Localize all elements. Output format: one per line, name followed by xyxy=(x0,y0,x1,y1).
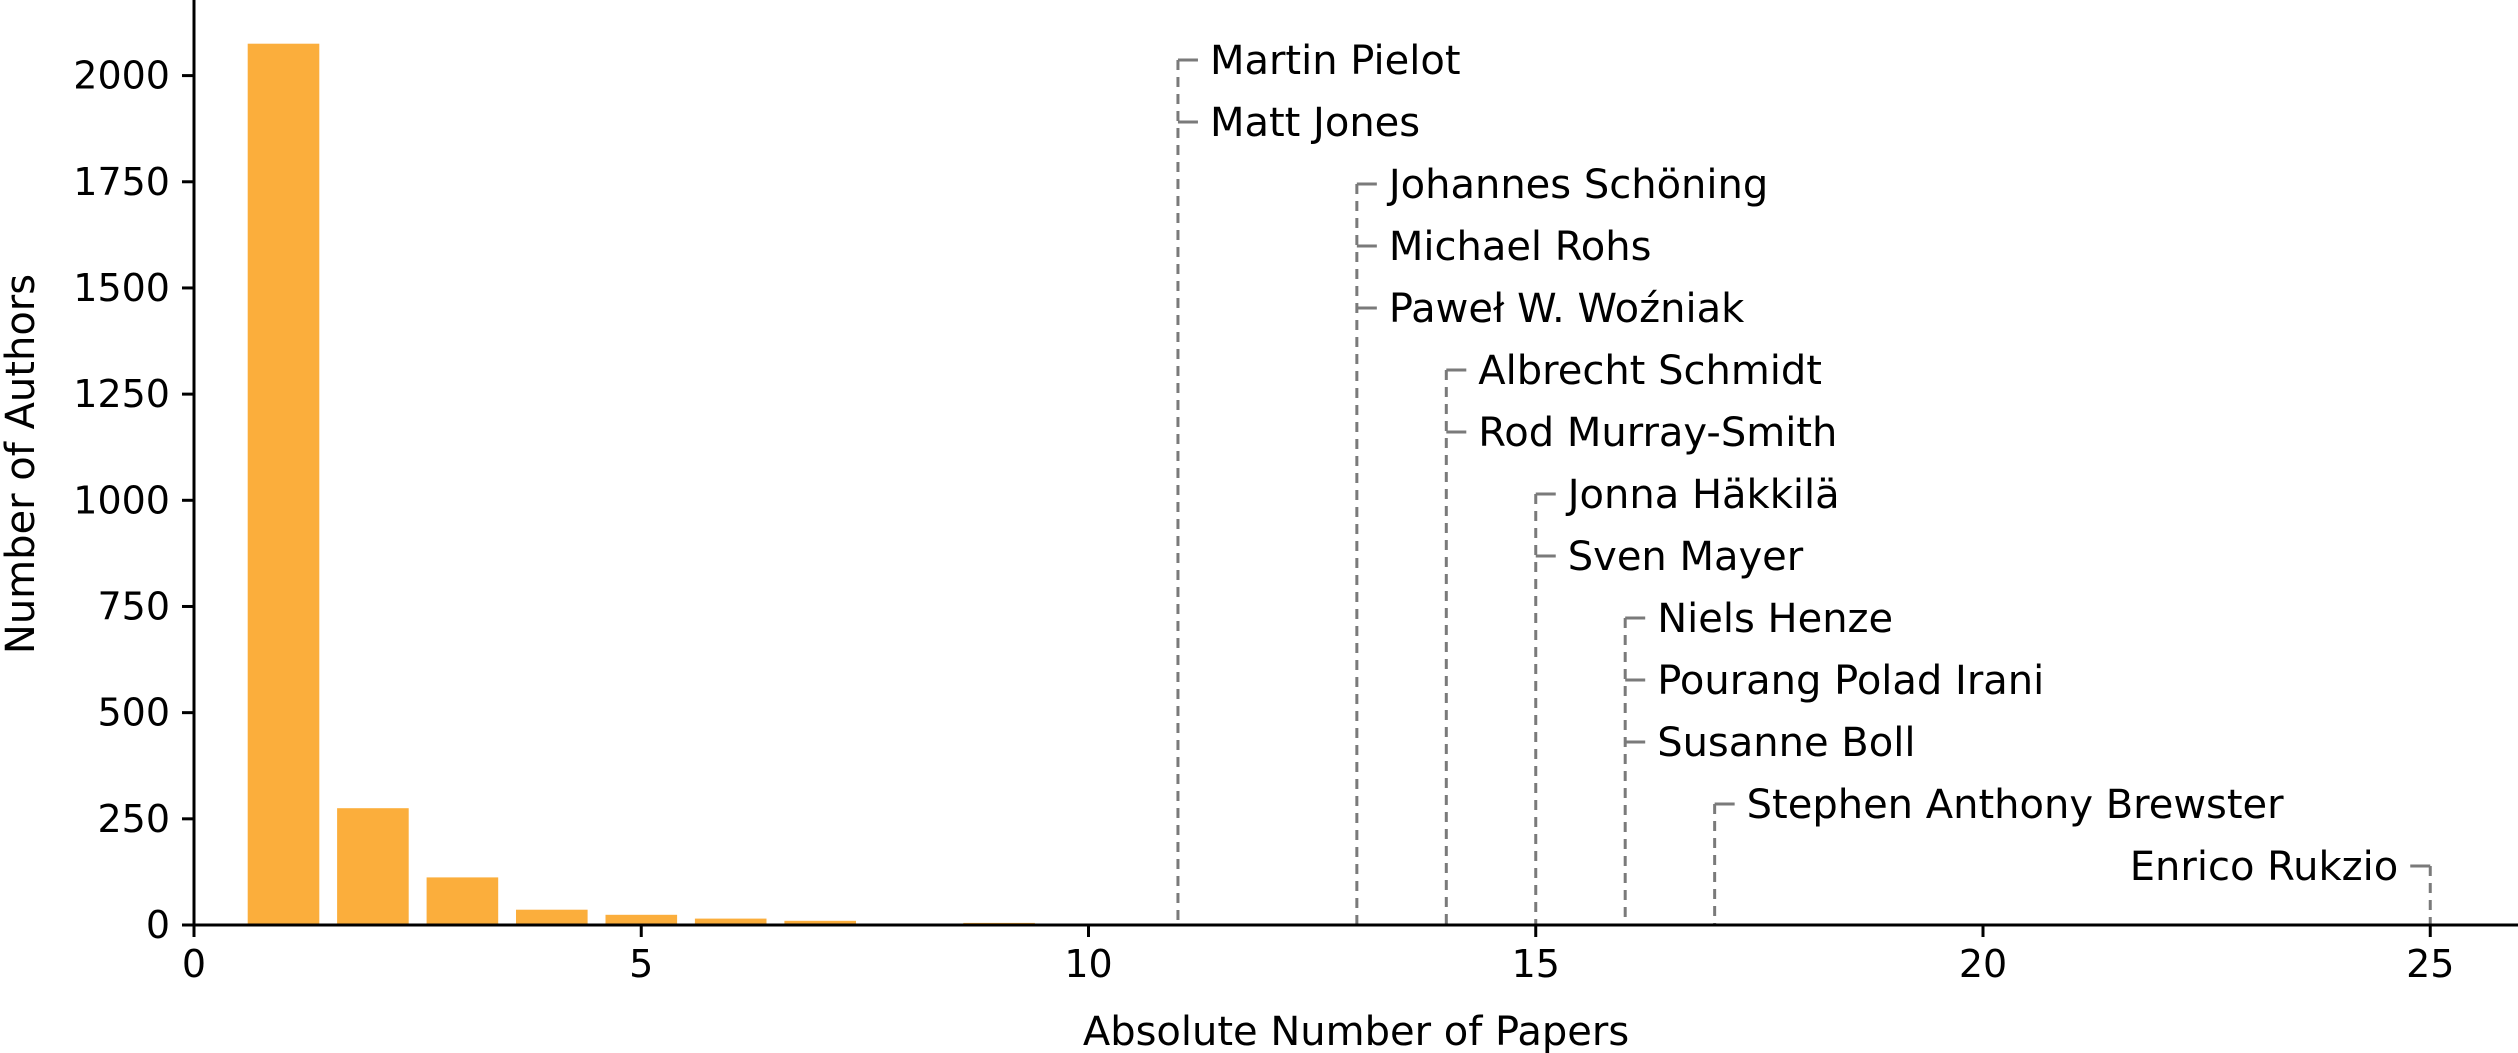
annotation-label-matt-jones: Matt Jones xyxy=(1210,100,1420,146)
axes-group xyxy=(192,0,2518,927)
bar-4 xyxy=(516,909,588,925)
annotation-label-rod-murray-smith: Rod Murray-Smith xyxy=(1478,410,1837,456)
annotation-label-martin-pielot: Martin Pielot xyxy=(1210,38,1461,84)
y-tick-label-1250: 1250 xyxy=(73,372,170,416)
x-ticks-group: 0 5 10 15 20 25 xyxy=(182,925,2454,986)
bar-7 xyxy=(784,920,856,925)
annotation-label-jonna-ha-kkila: Jonna Häkkilä xyxy=(1565,472,1840,518)
annotation-label-johannes-scho-ning: Johannes Schöning xyxy=(1386,162,1768,208)
bar-3 xyxy=(426,877,499,925)
y-tick-label-750: 750 xyxy=(97,584,170,628)
annotation-label-pawe-w-woz-niak: Paweł W. Woźniak xyxy=(1389,286,1745,332)
annotation-label-pourang-polad-irani: Pourang Polad Irani xyxy=(1657,658,2044,704)
y-tick-label-500: 500 xyxy=(97,691,170,735)
annotation-label-sven-mayer: Sven Mayer xyxy=(1568,534,1804,580)
y-tick-label-0: 0 xyxy=(146,903,170,947)
annotation-label-niels-henze: Niels Henze xyxy=(1657,596,1893,642)
y-axis-title: Number of Authors xyxy=(0,274,44,654)
bar-6 xyxy=(694,918,767,925)
annotations-group: Martin Pielot Matt Jones Johannes Schöning… xyxy=(1176,38,2432,925)
annotation-label-albrecht-schmidt: Albrecht Schmidt xyxy=(1478,348,1822,394)
annotation-label-susanne-boll: Susanne Boll xyxy=(1657,720,1915,766)
x-tick-label-10: 10 xyxy=(1064,942,1112,986)
x-tick-label-15: 15 xyxy=(1512,942,1560,986)
bars-group xyxy=(247,43,1125,925)
x-axis-title: Absolute Number of Papers xyxy=(1083,1009,1629,1053)
y-tick-label-1750: 1750 xyxy=(73,160,170,204)
y-tick-label-1500: 1500 xyxy=(73,266,170,310)
x-tick-label-25: 25 xyxy=(2406,942,2454,986)
bar-5 xyxy=(605,914,678,925)
y-tick-label-1000: 1000 xyxy=(73,478,170,522)
y-tick-label-2000: 2000 xyxy=(73,54,170,98)
annotation-label-stephen-anthony-brewster: Stephen Anthony Brewster xyxy=(1747,782,2285,828)
annotation-label-enrico-rukzio: Enrico Rukzio xyxy=(2130,844,2398,890)
x-tick-label-20: 20 xyxy=(1959,942,2007,986)
bar-2 xyxy=(337,808,409,925)
y-tick-label-250: 250 xyxy=(97,797,170,841)
bar-1 xyxy=(247,43,320,925)
x-tick-label-0: 0 xyxy=(182,942,206,986)
x-tick-label-5: 5 xyxy=(629,942,653,986)
annotation-label-michael-rohs: Michael Rohs xyxy=(1389,224,1652,270)
y-ticks-group: 0 250 500 750 1000 1250 1500 1750 2000 xyxy=(73,54,194,947)
